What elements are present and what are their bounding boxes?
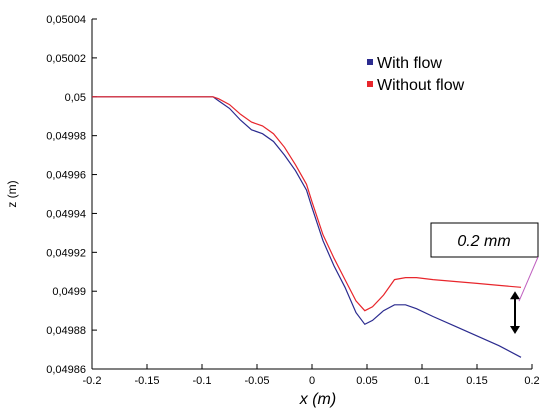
- chart-ticks: 0,04986 0,04988 0,0499 0,04992 0,04994 0,0499…: [46, 14, 539, 387]
- x-axis-label: x (m): [299, 391, 336, 408]
- legend-swatch: [367, 81, 373, 87]
- x-tick-label: -0.05: [244, 375, 269, 387]
- x-tick-label: 0: [309, 375, 315, 387]
- y-axis-label: z (m): [5, 180, 19, 207]
- annotation-text: 0.2 mm: [457, 233, 510, 250]
- annotation-leader: [518, 256, 539, 302]
- thickness-annotation: 0.2 mm: [430, 222, 539, 334]
- y-tick-label: 0,05: [65, 92, 86, 104]
- y-tick-label: 0,04998: [46, 131, 86, 143]
- x-tick-label: -0.15: [134, 375, 159, 387]
- series-line-without-flow: [92, 96, 522, 312]
- x-tick-label: 0.05: [356, 375, 377, 387]
- y-tick-label: 0,04994: [46, 208, 86, 220]
- y-tick-label: 0,0499: [52, 286, 86, 298]
- y-tick-label: 0,04988: [46, 325, 86, 337]
- legend-label: With flow: [377, 55, 442, 72]
- legend-label: Without flow: [377, 77, 465, 94]
- y-tick-label: 0,04986: [46, 364, 86, 376]
- arrow-head-down: [510, 326, 520, 334]
- arrow-head-up: [510, 291, 520, 300]
- x-tick-label: -0.1: [193, 375, 212, 387]
- y-tick-label: 0,04996: [46, 170, 86, 182]
- legend-swatch: [367, 59, 373, 65]
- chart-series: [92, 96, 522, 358]
- series-line-with-flow: [92, 96, 522, 358]
- y-tick-label: 0,04992: [46, 247, 86, 259]
- chart-legend: With flow Without flow: [367, 55, 465, 94]
- x-tick-label: 0.1: [414, 375, 429, 387]
- x-tick-label: 0.15: [466, 375, 487, 387]
- x-tick-label: -0.2: [83, 375, 102, 387]
- annotation-box: [430, 222, 539, 258]
- y-tick-label: 0,05002: [46, 53, 86, 65]
- x-tick-label: 0.2: [524, 375, 539, 387]
- chart-axes: [91, 19, 532, 370]
- y-tick-label: 0,05004: [46, 14, 86, 26]
